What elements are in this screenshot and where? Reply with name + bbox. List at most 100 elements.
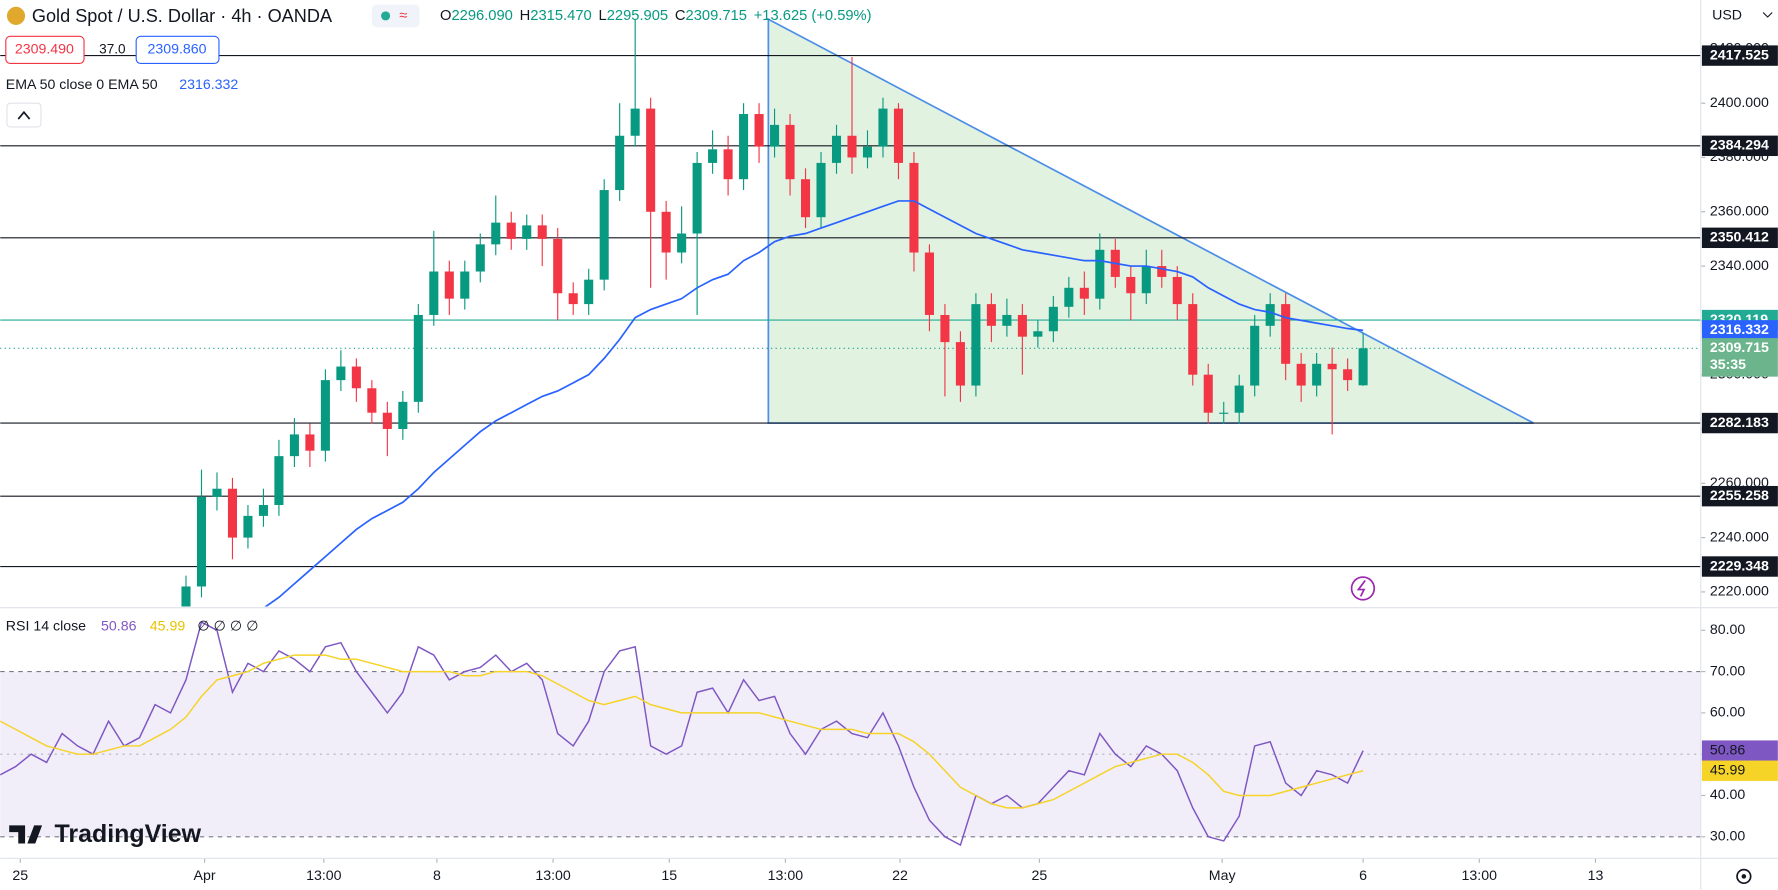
bid-price[interactable]: 2309.490: [15, 42, 74, 58]
y-tick-label: 2340.000: [1710, 258, 1769, 274]
candle-body: [460, 271, 470, 299]
level-tag-bg: [1701, 412, 1778, 434]
candle-body: [398, 401, 408, 429]
x-tick-label: 15: [661, 868, 677, 884]
candle-body: [1048, 306, 1058, 332]
candle-body: [646, 108, 656, 212]
price-tag-label: 2309.715: [1710, 340, 1769, 356]
candle-body: [258, 505, 268, 516]
ema-tag-bg: [1701, 320, 1778, 341]
delayed-icon: ≈: [399, 8, 407, 24]
candle-body: [1234, 385, 1244, 413]
ema-legend-title[interactable]: EMA 50 close 0 EMA 50: [6, 77, 158, 93]
candle-body: [196, 496, 207, 587]
candle-body: [708, 149, 718, 163]
candle-body: [553, 238, 563, 294]
x-tick-label: 25: [12, 868, 28, 884]
level-tag: 2255.258: [1701, 485, 1778, 507]
ema-tag-label: 2316.332: [1710, 322, 1769, 338]
candle-body: [1312, 363, 1322, 386]
x-tick-label: 6: [1359, 868, 1367, 884]
candle-body: [692, 162, 702, 234]
ask-price[interactable]: 2309.860: [147, 42, 206, 58]
candle-body: [1343, 369, 1353, 381]
ema-line: [264, 200, 1364, 607]
candle-body: [971, 304, 981, 386]
rsi-tag-label: 45.99: [1710, 762, 1746, 778]
candle-body: [754, 114, 764, 147]
x-tick-label: 13:00: [535, 868, 571, 884]
ohlc-value: 2315.470: [530, 8, 591, 24]
candle-body: [770, 124, 780, 147]
x-tick-label: 13:00: [768, 868, 804, 884]
brand-name[interactable]: TradingView: [55, 820, 202, 848]
ohlc-label: H: [520, 8, 531, 24]
level-tag: 2229.348: [1701, 556, 1778, 577]
candle-body: [1017, 314, 1027, 337]
candle-body: [599, 190, 609, 280]
candle-body: [491, 222, 501, 245]
brand-logo[interactable]: [9, 825, 43, 844]
candle-body: [568, 293, 578, 305]
ohlc-value: 2295.905: [607, 8, 668, 24]
settings-icon-dot: [1741, 874, 1747, 879]
rsi-legend-value: 50.86: [101, 619, 137, 635]
rsi-tag-label: 50.86: [1710, 742, 1746, 758]
candle-body: [382, 412, 392, 429]
rsi-y-tick-label: 80.00: [1710, 622, 1746, 638]
candle-body: [847, 135, 857, 158]
collapse-button[interactable]: [6, 102, 42, 128]
settings-icon[interactable]: [1736, 868, 1752, 885]
rsi-ma-legend-value: 45.99: [150, 619, 186, 635]
candle-body: [537, 225, 547, 239]
currency[interactable]: USD: [1712, 8, 1742, 24]
rsi-y-tick-label: 60.00: [1710, 705, 1746, 721]
x-tick-label: 13: [1588, 868, 1604, 884]
candle-body: [336, 366, 346, 381]
x-tick-label: 13:00: [306, 868, 342, 884]
level-tag-bg: [1701, 45, 1778, 66]
rsi-tag: 45.99: [1701, 760, 1778, 781]
price-tag-countdown: 35:35: [1710, 357, 1746, 373]
buy-button[interactable]: [135, 35, 220, 65]
candle-body: [1079, 287, 1089, 299]
candle-body: [1203, 374, 1213, 413]
candle-body: [522, 225, 532, 239]
symbol-icon[interactable]: [6, 6, 26, 25]
candle-body: [1172, 276, 1182, 305]
candle-body: [816, 162, 826, 218]
candle-body: [320, 380, 330, 451]
ohlc-value: 2296.090: [451, 8, 512, 24]
level-tag-label: 2229.348: [1710, 558, 1769, 574]
y-tick-label: 2400.000: [1710, 95, 1769, 111]
candle-body: [1219, 412, 1229, 414]
rsi-ma-line: [0, 654, 1364, 809]
rsi-title[interactable]: RSI 14 close: [6, 619, 86, 635]
candle-body: [677, 233, 687, 253]
candle-body: [1126, 276, 1136, 294]
event-icon[interactable]: [1350, 576, 1376, 601]
candle-body: [1157, 266, 1167, 277]
candle-body: [1250, 325, 1260, 386]
candle-body: [630, 108, 640, 136]
candle-body: [801, 179, 811, 218]
ema-tag: 2316.332: [1701, 320, 1778, 341]
status-badge[interactable]: [372, 4, 420, 28]
rsi-y-tick-label: 30.00: [1710, 829, 1746, 845]
sell-button[interactable]: [5, 35, 85, 65]
candle-body: [212, 488, 222, 497]
candle-body: [785, 124, 795, 180]
candle-body: [1033, 331, 1043, 337]
candle-body: [274, 456, 284, 506]
level-tag-bg: [1701, 485, 1778, 507]
y-tick-label: 2360.000: [1710, 204, 1769, 220]
ohlc-label: C: [675, 8, 686, 24]
candle-body: [584, 279, 594, 305]
x-tick-label: 8: [433, 868, 441, 884]
event-bolt: [1356, 579, 1366, 597]
symbol-title[interactable]: Gold Spot / U.S. Dollar · 4h · OANDA: [32, 6, 333, 26]
rsi-y-tick-label: 40.00: [1710, 787, 1746, 803]
rsi-line: [0, 620, 1364, 847]
